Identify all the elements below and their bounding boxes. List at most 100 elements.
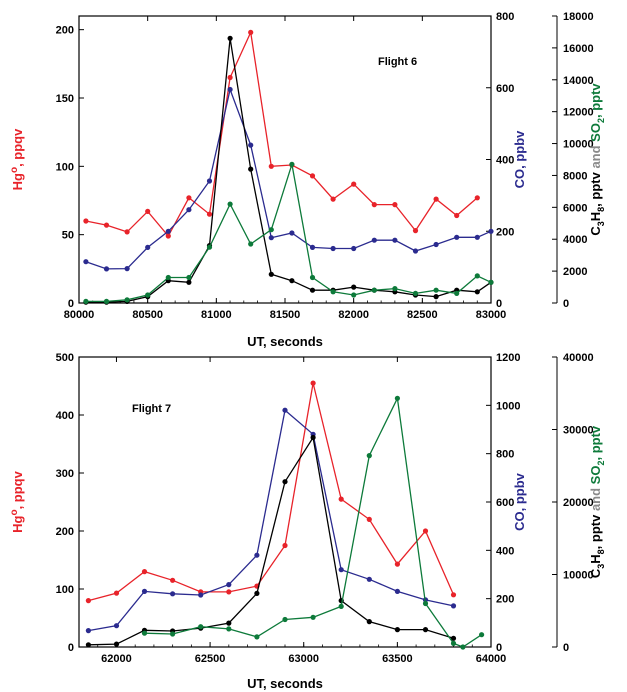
data-point-so2 <box>351 292 357 298</box>
data-point-so2 <box>268 227 274 233</box>
chart-panel-2: 62000 62500 63000 63500 64000010020030040050… <box>9 352 606 691</box>
data-point-co <box>412 248 419 254</box>
data-point-so2 <box>330 289 336 295</box>
data-point-hg <box>394 561 400 567</box>
data-point-hg <box>338 496 344 502</box>
data-point-co <box>227 86 233 93</box>
y2-tick-label: 200 <box>496 594 514 606</box>
y2-tick-label: 1000 <box>496 400 520 412</box>
series-c3h8 <box>83 35 494 305</box>
data-point-c3h8 <box>394 627 400 633</box>
data-point-so2 <box>454 290 460 296</box>
y3-tick-label: 6000 <box>563 202 587 214</box>
data-point-hg <box>351 181 357 187</box>
chart-panel-1: 80000 80500 81000 81500 82000 82500 8300005010… <box>9 11 606 349</box>
y1-tick-label: 500 <box>56 352 74 364</box>
data-point-co <box>371 237 377 243</box>
data-point-hg <box>83 218 89 224</box>
y3-tick-label: 10000 <box>563 570 594 582</box>
data-point-so2 <box>474 273 480 279</box>
data-point-hg <box>422 528 429 534</box>
data-point-hg <box>474 195 480 201</box>
series-line-so2 <box>144 396 482 648</box>
data-point-hg <box>227 74 233 81</box>
y1-axis-label: Hgo, ppqv <box>9 470 25 532</box>
data-point-co <box>366 576 372 582</box>
x-tick-label: 80500 <box>132 309 163 321</box>
x-tick-label: 63500 <box>382 653 413 665</box>
data-point-c3h8 <box>282 479 288 485</box>
series-line-c3h8 <box>85 38 492 303</box>
data-point-c3h8 <box>366 619 372 625</box>
data-point-hg <box>454 212 460 219</box>
series-co <box>85 407 457 634</box>
data-point-hg <box>433 196 439 202</box>
data-point-c3h8 <box>310 434 316 441</box>
data-point-co <box>141 588 148 595</box>
data-point-so2 <box>433 287 439 293</box>
data-point-co <box>226 582 232 588</box>
data-point-hg <box>165 233 171 239</box>
y1-tick-label: 100 <box>56 584 74 596</box>
data-point-so2 <box>310 614 316 620</box>
data-point-so2 <box>488 279 494 285</box>
y2-tick-label: 800 <box>496 449 514 461</box>
y1-tick-label: 400 <box>56 410 74 422</box>
data-point-co <box>248 142 254 148</box>
data-point-co <box>186 207 192 213</box>
series-line-hg <box>85 30 478 238</box>
series-hg <box>83 29 480 239</box>
x-axis-label: UT, seconds <box>247 676 323 691</box>
x-tick-label: 82000 <box>338 309 369 321</box>
data-point-co <box>170 591 176 597</box>
data-point-c3h8 <box>422 627 429 633</box>
data-point-hg <box>310 380 316 386</box>
x-tick-label: 82500 <box>407 309 438 321</box>
data-point-hg <box>124 229 130 235</box>
data-point-co <box>254 552 260 558</box>
y3-tick-label: 12000 <box>563 107 594 119</box>
data-point-co <box>282 407 288 413</box>
data-point-co <box>330 245 336 252</box>
data-point-hg <box>226 589 232 595</box>
data-point-hg <box>186 195 192 201</box>
plot-frame <box>78 356 492 648</box>
data-point-so2 <box>141 630 148 636</box>
data-point-co <box>124 266 130 272</box>
data-point-c3h8 <box>351 284 357 290</box>
x-tick-label: 80000 <box>64 309 95 321</box>
y3-tick-label: 0 <box>563 298 569 310</box>
data-point-hg <box>282 542 288 549</box>
y2-axis-label: CO, ppbv <box>512 472 527 531</box>
x-tick-label: 81000 <box>201 309 232 321</box>
series-hg <box>85 380 457 604</box>
data-point-so2 <box>392 286 398 292</box>
data-point-co <box>113 623 120 629</box>
y3-tick-label: 2000 <box>563 266 587 278</box>
y2-tick-label: 600 <box>496 83 514 95</box>
data-point-so2 <box>226 626 232 632</box>
data-point-so2 <box>124 297 130 303</box>
data-point-so2 <box>412 290 419 296</box>
data-point-c3h8 <box>433 294 439 300</box>
data-point-hg <box>113 590 120 596</box>
data-point-co <box>474 234 480 240</box>
y1-tick-label: 0 <box>68 642 74 654</box>
data-point-c3h8 <box>309 287 316 293</box>
data-point-c3h8 <box>227 35 233 41</box>
data-point-hg <box>85 598 91 604</box>
x-tick-label: 81500 <box>270 309 301 321</box>
y1-tick-label: 100 <box>56 161 74 173</box>
x-tick-label: 64000 <box>476 653 507 665</box>
x-tick-label: 62000 <box>101 653 132 665</box>
data-point-co <box>338 567 344 573</box>
y3-tick-label: 30000 <box>563 425 594 437</box>
series-line-co <box>88 408 454 632</box>
y1-tick-label: 0 <box>68 298 74 310</box>
data-point-hg <box>170 577 176 583</box>
y1-tick-label: 200 <box>56 25 74 37</box>
data-point-hg <box>206 211 213 217</box>
y3-tick-label: 10000 <box>563 139 594 151</box>
data-point-so2 <box>254 634 260 640</box>
data-point-c3h8 <box>254 590 260 597</box>
